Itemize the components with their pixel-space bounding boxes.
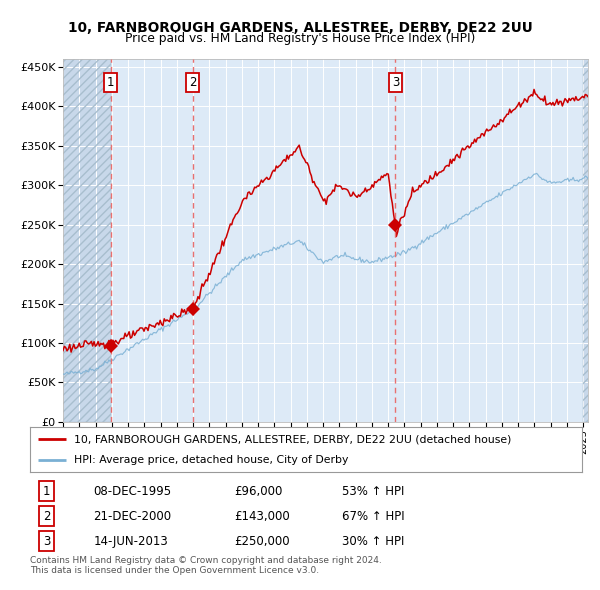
Text: 30% ↑ HPI: 30% ↑ HPI <box>342 535 404 548</box>
Text: 53% ↑ HPI: 53% ↑ HPI <box>342 485 404 498</box>
Text: 10, FARNBOROUGH GARDENS, ALLESTREE, DERBY, DE22 2UU: 10, FARNBOROUGH GARDENS, ALLESTREE, DERB… <box>68 21 532 35</box>
Text: Price paid vs. HM Land Registry's House Price Index (HPI): Price paid vs. HM Land Registry's House … <box>125 32 475 45</box>
Text: Contains HM Land Registry data © Crown copyright and database right 2024.
This d: Contains HM Land Registry data © Crown c… <box>30 556 382 575</box>
Text: 67% ↑ HPI: 67% ↑ HPI <box>342 510 404 523</box>
Text: £143,000: £143,000 <box>234 510 290 523</box>
Text: 08-DEC-1995: 08-DEC-1995 <box>94 485 172 498</box>
Text: 3: 3 <box>392 76 399 89</box>
Text: 1: 1 <box>43 485 50 498</box>
Text: 2: 2 <box>189 76 196 89</box>
Text: 1: 1 <box>107 76 115 89</box>
Text: 10, FARNBOROUGH GARDENS, ALLESTREE, DERBY, DE22 2UU (detached house): 10, FARNBOROUGH GARDENS, ALLESTREE, DERB… <box>74 434 512 444</box>
Text: £250,000: £250,000 <box>234 535 290 548</box>
Text: HPI: Average price, detached house, City of Derby: HPI: Average price, detached house, City… <box>74 455 349 465</box>
Text: 3: 3 <box>43 535 50 548</box>
Text: 14-JUN-2013: 14-JUN-2013 <box>94 535 168 548</box>
Bar <box>583 59 596 422</box>
Text: 21-DEC-2000: 21-DEC-2000 <box>94 510 172 523</box>
Text: 2: 2 <box>43 510 50 523</box>
Bar <box>63 59 111 422</box>
Text: £96,000: £96,000 <box>234 485 283 498</box>
Bar <box>63 59 111 422</box>
Bar <box>583 59 596 422</box>
